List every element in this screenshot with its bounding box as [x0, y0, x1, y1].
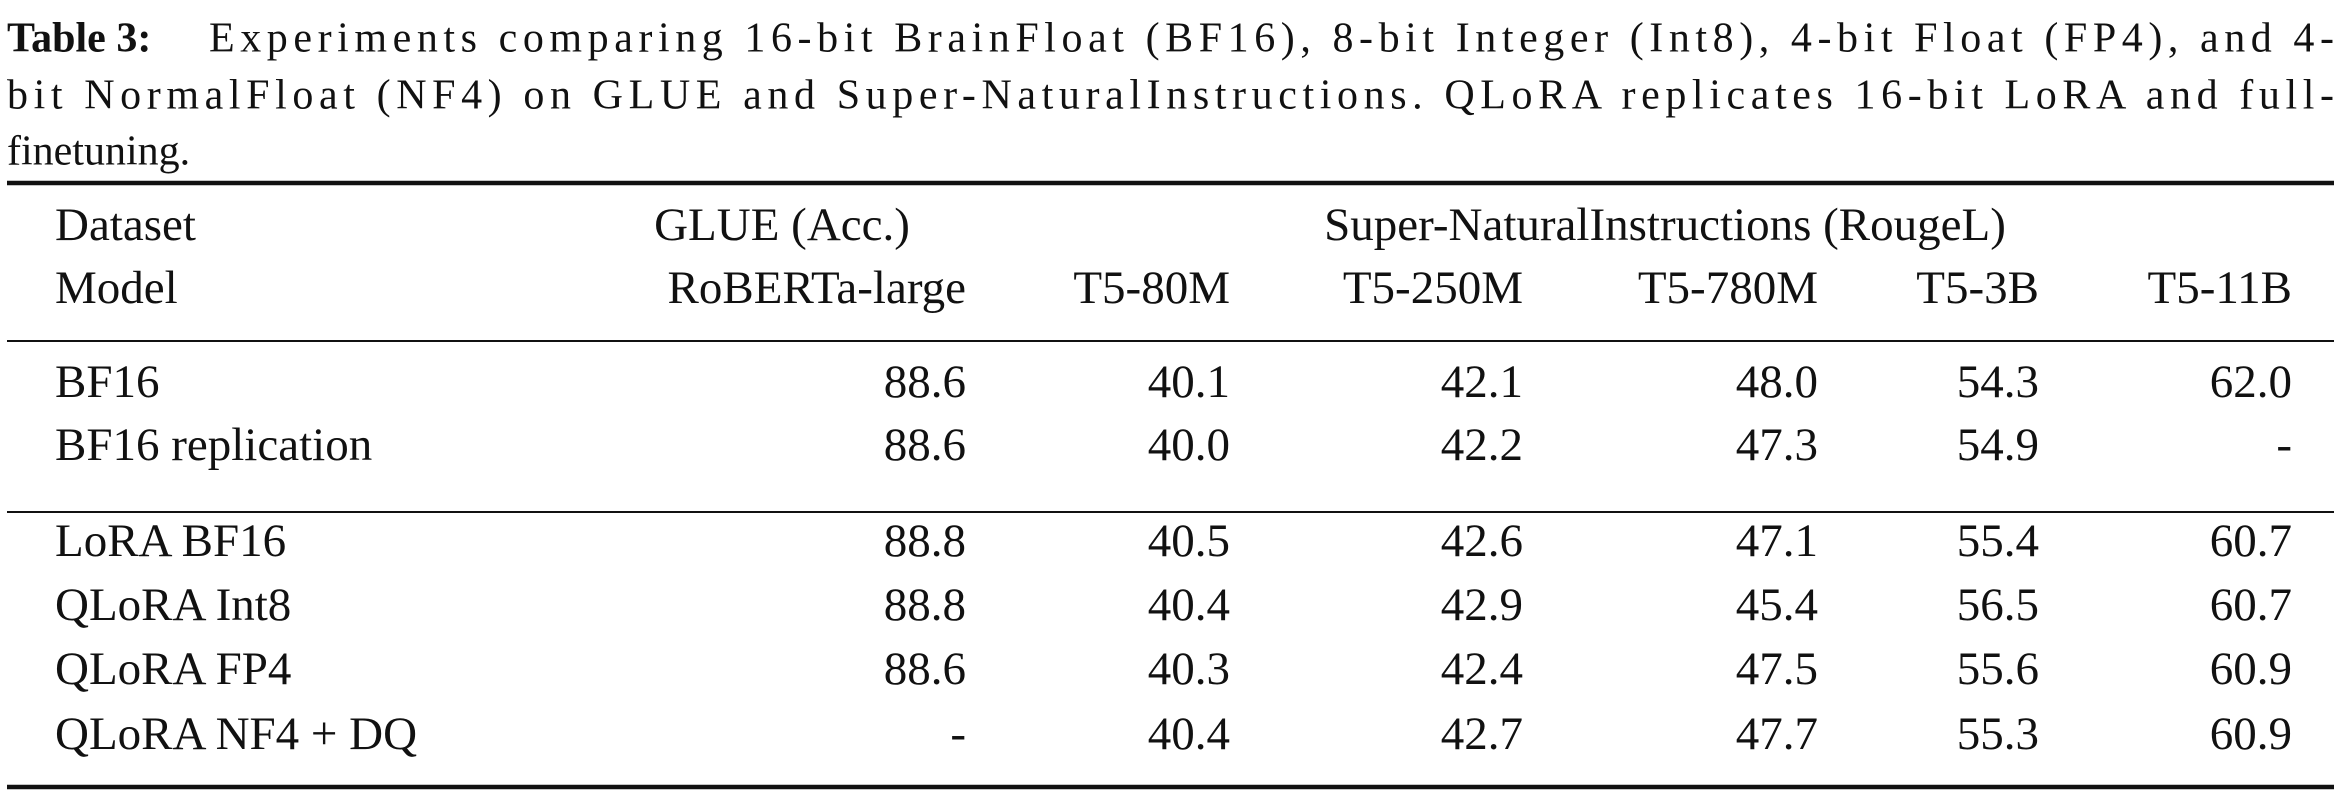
header-cell: T5-11B [2148, 262, 2292, 314]
table-cell: 60.9 [2210, 643, 2292, 695]
table-cell: 42.6 [1441, 515, 1523, 567]
table-cell: 60.7 [2210, 515, 2292, 567]
table-cell: 62.0 [2210, 356, 2292, 408]
caption-line: Experiments comparing 16-bit BrainFloat … [209, 16, 2334, 62]
table-cell: 40.4 [1148, 708, 1230, 760]
row-label: QLoRA FP4 [55, 643, 291, 695]
table-cell: 88.6 [884, 643, 966, 695]
table-cell: 42.9 [1441, 579, 1523, 631]
header-cell: T5-3B [1916, 262, 2039, 314]
caption-line: bit NormalFloat (NF4) on GLUE and Super-… [7, 73, 2334, 119]
table-cell: 54.3 [1957, 356, 2039, 408]
table-cell: 47.7 [1736, 708, 1818, 760]
table-cell: 42.4 [1441, 643, 1523, 695]
row-label: LoRA BF16 [55, 515, 286, 567]
table-cell: 40.0 [1148, 419, 1230, 471]
table-cell: 45.4 [1736, 579, 1818, 631]
caption-line: finetuning. [7, 129, 190, 175]
row-label: QLoRA Int8 [55, 579, 291, 631]
table-cell: 55.6 [1957, 643, 2039, 695]
table-cell: 40.5 [1148, 515, 1230, 567]
table-cell: 54.9 [1957, 419, 2039, 471]
row-label: QLoRA NF4 + DQ [55, 708, 417, 760]
table-cell: 60.9 [2210, 708, 2292, 760]
header-cell: T5-250M [1343, 262, 1523, 314]
table-cell: 40.1 [1148, 356, 1230, 408]
header-cell: Dataset [55, 199, 196, 251]
table-cell: 88.6 [884, 356, 966, 408]
header-cell: Model [55, 262, 178, 314]
table-cell: 48.0 [1736, 356, 1818, 408]
table-cell: 55.3 [1957, 708, 2039, 760]
table-cell: 42.1 [1441, 356, 1523, 408]
table-cell: 40.3 [1148, 643, 1230, 695]
caption-label: Table 3: [7, 16, 151, 62]
table-cell: 40.4 [1148, 579, 1230, 631]
table-cell: - [950, 708, 966, 760]
table-cell: 60.7 [2210, 579, 2292, 631]
table-cell: 42.2 [1441, 419, 1523, 471]
table-cell: 42.7 [1441, 708, 1523, 760]
row-label: BF16 replication [55, 419, 372, 471]
row-label: BF16 [55, 356, 160, 408]
table-cell: - [2276, 419, 2292, 471]
header-cell: GLUE (Acc.) [654, 199, 910, 251]
table-cell: 47.5 [1736, 643, 1818, 695]
header-cell: T5-780M [1638, 262, 1818, 314]
table-cell: 47.1 [1736, 515, 1818, 567]
header-cell: T5-80M [1073, 262, 1230, 314]
header-cell: RoBERTa-large [668, 262, 966, 314]
table-cell: 88.8 [884, 579, 966, 631]
table-cell: 88.8 [884, 515, 966, 567]
table-cell: 88.6 [884, 419, 966, 471]
table-cell: 56.5 [1957, 579, 2039, 631]
table-cell: 47.3 [1736, 419, 1818, 471]
header-cell: Super-NaturalInstructions (RougeL) [1324, 199, 2006, 251]
table-cell: 55.4 [1957, 515, 2039, 567]
